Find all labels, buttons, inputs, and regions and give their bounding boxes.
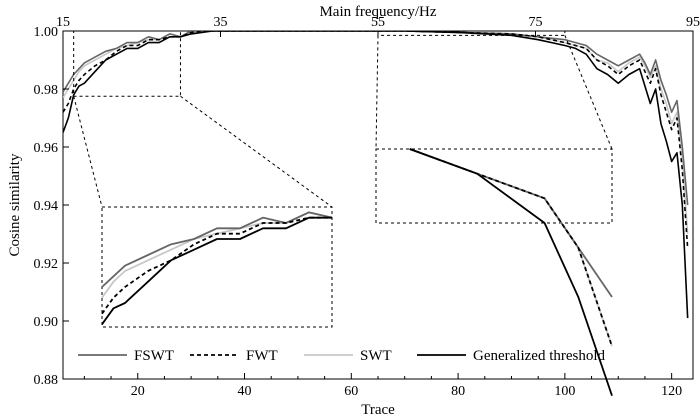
top-tick-label: 15 xyxy=(56,15,70,30)
series-line-fwt xyxy=(63,31,689,249)
top-axis-title: Main frequency/Hz xyxy=(319,4,436,20)
legend-label-generalized-threshold: Generalized threshold xyxy=(473,348,606,364)
zoom-insets-layer xyxy=(73,30,613,396)
x-tick-label: 80 xyxy=(451,384,465,399)
zoom-source-box-1 xyxy=(73,30,181,97)
top-tick-label: 55 xyxy=(371,15,385,30)
zoom-series-line-fwt xyxy=(101,216,332,315)
y-tick-label: 0.90 xyxy=(34,315,59,330)
y-tick-label: 0.88 xyxy=(34,373,59,388)
y-tick-label: 0.96 xyxy=(34,141,59,156)
series-line-generalized-threshold xyxy=(63,31,689,319)
legend-label-fswt: FSWT xyxy=(134,348,174,364)
y-tick-label: 0.98 xyxy=(34,83,59,98)
legend-label-fwt: FWT xyxy=(246,348,278,364)
y-tick-label: 1.00 xyxy=(34,25,59,40)
axes-layer: 20 40 60 80 100 120 0.88 0.90 0.92 0.94 0.96 0.98 1.… xyxy=(7,4,700,418)
main-series-layer xyxy=(63,31,689,319)
legend-label-swt: SWT xyxy=(360,348,392,364)
zoom-connector-line xyxy=(564,35,613,150)
series-line-fswt xyxy=(63,31,689,206)
x-tick-label: 40 xyxy=(238,384,252,399)
zoom-series-line-generalized-threshold xyxy=(409,148,613,396)
x-tick-label: 60 xyxy=(344,384,358,399)
x-tick-label: 120 xyxy=(661,384,682,399)
zoom-connector-line xyxy=(73,96,103,208)
top-tick-label: 95 xyxy=(686,15,700,30)
legend-layer: FSWT FWT SWT Generalized threshold xyxy=(78,348,606,364)
y-tick-label: 0.94 xyxy=(34,199,59,214)
y-tick-label: 0.92 xyxy=(34,257,59,272)
zoom-connector-line xyxy=(375,35,379,150)
x-axis-title: Trace xyxy=(361,402,395,418)
x-tick-label: 20 xyxy=(131,384,145,399)
zoom-series-line-fwt xyxy=(409,148,613,347)
zoom-inset-box-1 xyxy=(101,206,333,328)
x-tick-label: 100 xyxy=(554,384,575,399)
zoom-series-line-generalized-threshold xyxy=(101,216,332,325)
top-tick-label: 35 xyxy=(214,15,228,30)
top-tick-label: 75 xyxy=(529,15,543,30)
zoom-connector-line xyxy=(180,95,333,208)
y-axis-title: Cosine similarity xyxy=(7,153,23,256)
